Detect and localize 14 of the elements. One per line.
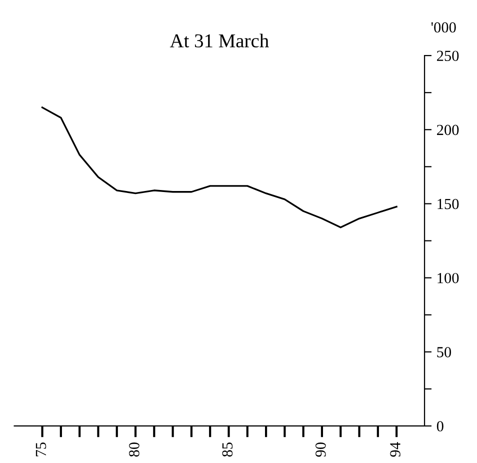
y-tick-label: 200 — [437, 124, 459, 136]
y-tick-label: 50 — [437, 347, 452, 358]
y-tick-label: 100 — [438, 272, 459, 284]
x-tick-label: 85 — [222, 442, 233, 457]
y-tick-label: 0 — [436, 421, 444, 432]
y-axis-title: '000 — [431, 22, 456, 33]
chart-title: At 31 March — [170, 34, 269, 48]
x-tick-label: 94 — [390, 442, 400, 457]
x-tick-label: 75 — [36, 442, 46, 456]
x-tick-label: 90 — [315, 442, 326, 457]
x-tick-label: 80 — [129, 442, 140, 457]
line-series — [41, 106, 398, 228]
y-tick-label: 150 — [438, 198, 459, 210]
y-tick-label: 250 — [437, 50, 459, 62]
